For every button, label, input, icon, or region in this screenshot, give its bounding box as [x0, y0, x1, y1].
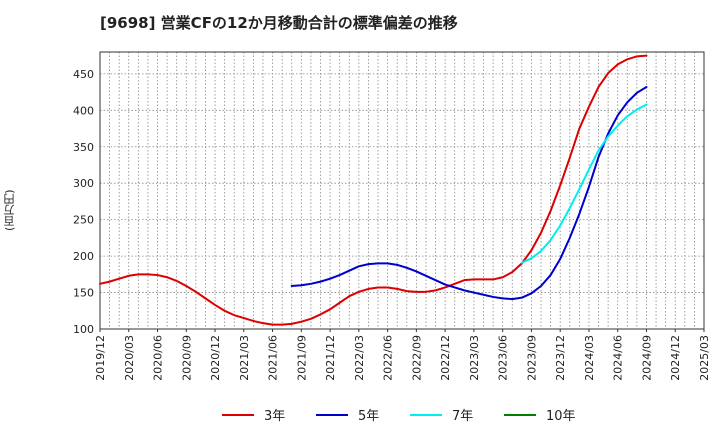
x-tick-label: 2023/12 [554, 335, 567, 381]
legend-label-1: 3年 [264, 409, 285, 424]
legend-label-3: 7年 [452, 409, 473, 424]
x-tick-label: 2022/12 [439, 335, 452, 381]
x-tick-label: 2021/06 [267, 335, 280, 381]
y-tick-label: 300 [73, 177, 94, 190]
x-tick-label: 2024/12 [669, 335, 682, 381]
x-tick-label: 2024/09 [640, 335, 653, 381]
x-tick-label: 2021/03 [238, 335, 251, 381]
x-tick-label: 2024/06 [612, 335, 625, 381]
x-tick-label: 2020/09 [180, 335, 193, 381]
x-tick-label: 2023/09 [525, 335, 538, 381]
x-tick-label: 2019/12 [94, 335, 107, 381]
x-tick-label: 2020/03 [123, 335, 136, 381]
y-tick-label: 250 [73, 214, 94, 227]
series-line-3 [520, 103, 648, 264]
series-line-1 [99, 54, 648, 326]
y-tick-label: 350 [73, 141, 94, 154]
legend-label-2: 5年 [358, 409, 379, 424]
x-tick-label: 2024/03 [583, 335, 596, 381]
y-tick-label: 150 [73, 287, 94, 300]
y-tick-label: 400 [73, 104, 94, 117]
x-tick-label: 2023/06 [497, 335, 510, 381]
legend-label-4: 10年 [546, 409, 576, 424]
x-tick-label: 2022/09 [410, 335, 423, 381]
x-tick-label: 2020/12 [209, 335, 222, 381]
x-tick-label: 2022/03 [353, 335, 366, 381]
x-tick-label: 2025/03 [698, 335, 711, 381]
x-tick-label: 2021/12 [324, 335, 337, 381]
x-tick-label: 2022/06 [382, 335, 395, 381]
y-tick-label: 200 [73, 250, 94, 263]
y-tick-label: 100 [73, 323, 94, 336]
x-tick-label: 2021/09 [295, 335, 308, 381]
series-line-2 [290, 85, 648, 301]
x-tick-label: 2023/03 [468, 335, 481, 381]
x-tick-label: 2020/06 [152, 335, 165, 381]
y-tick-label: 450 [73, 68, 94, 81]
plot-area [100, 52, 704, 329]
plot-frame [99, 51, 705, 330]
chart-title: [9698] 営業CFの12か月移動合計の標準偏差の推移 [100, 14, 458, 32]
